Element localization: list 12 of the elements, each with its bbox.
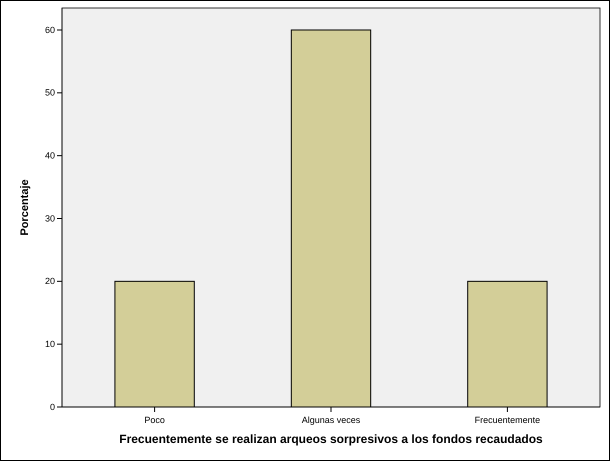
- x-tick-label: Frecuentemente: [474, 415, 540, 425]
- y-tick-label: 10: [44, 339, 55, 350]
- x-axis-title: Frecuentemente se realizan arqueos sorpresivos a los fondos recaudados: [119, 432, 544, 446]
- y-tick-label: 30: [44, 213, 55, 224]
- y-axis-title: Porcentaje: [19, 179, 31, 236]
- y-tick-label: 60: [44, 24, 55, 35]
- y-tick-label: 50: [44, 88, 55, 98]
- x-tick-label: Poco: [144, 415, 165, 425]
- y-tick-label: 20: [44, 276, 55, 286]
- x-tick-label: Algunas veces: [302, 415, 361, 425]
- y-tick-label: 0: [50, 402, 55, 412]
- y-tick-label: 40: [44, 150, 55, 161]
